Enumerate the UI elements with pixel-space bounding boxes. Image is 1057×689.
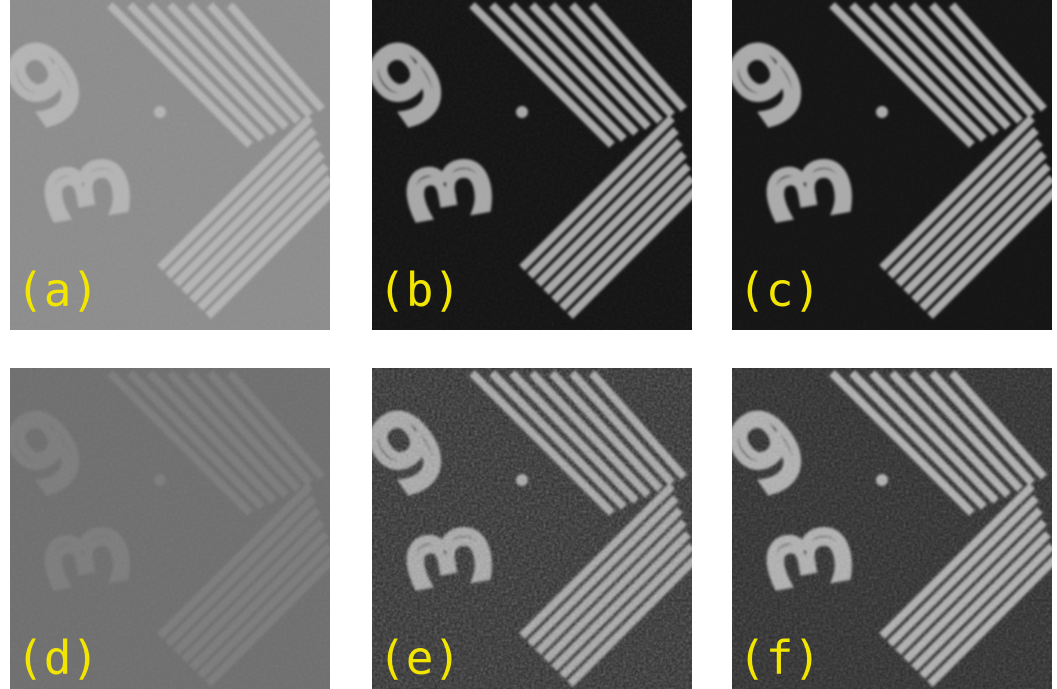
panel-label: (a) bbox=[16, 263, 99, 317]
image-panel: 93(e) bbox=[349, 368, 696, 689]
panel-label: (e) bbox=[378, 631, 461, 685]
panel-label: (b) bbox=[378, 263, 461, 317]
image-panel: 93(b) bbox=[349, 0, 696, 330]
figure: 93(a)93(b)93(c) 93(d)93(e)93(f) bbox=[0, 0, 1057, 689]
image-panel: 93(f) bbox=[709, 368, 1056, 689]
panel-label: (c) bbox=[738, 263, 821, 317]
image-panel: 93(c) bbox=[709, 0, 1056, 330]
image-panel: 93(a) bbox=[0, 0, 334, 330]
panel-label: (f) bbox=[738, 631, 821, 685]
panel-label: (d) bbox=[16, 631, 99, 685]
image-panel: 93(d) bbox=[0, 368, 334, 689]
